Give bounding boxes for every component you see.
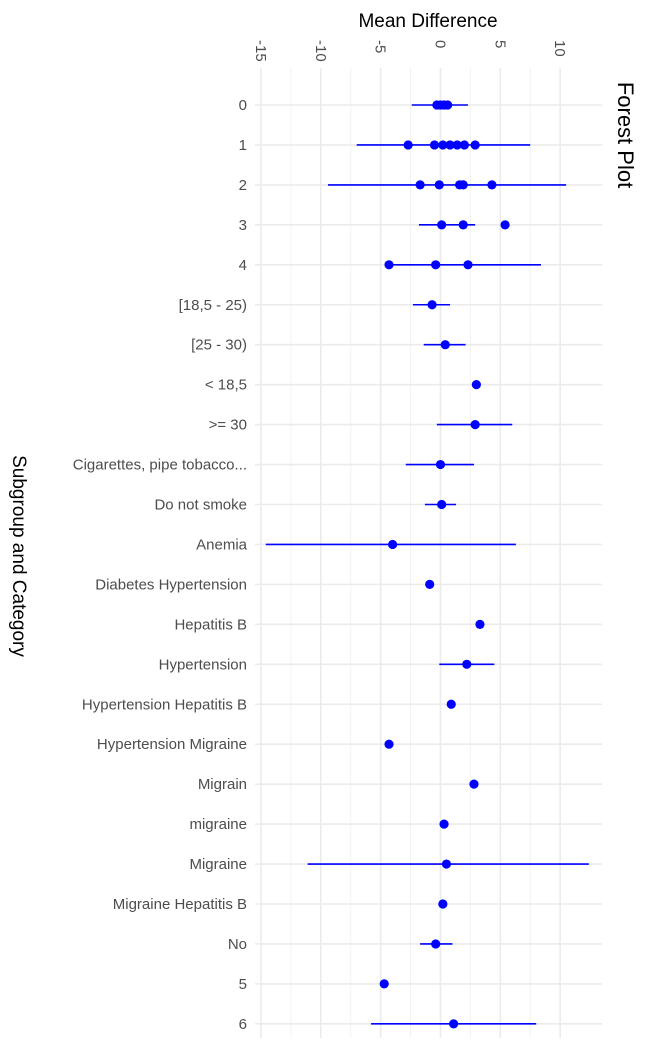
point-marker	[431, 260, 441, 270]
category-label: No	[228, 936, 247, 953]
point-marker	[379, 979, 389, 989]
category-label: 0	[239, 97, 247, 114]
point-marker	[388, 539, 398, 550]
category-label: 5	[239, 976, 247, 993]
point-marker	[437, 220, 447, 230]
category-label: Hypertension	[159, 656, 247, 673]
point-marker	[435, 459, 446, 470]
category-label: 3	[239, 217, 247, 234]
category-label: 2	[239, 177, 247, 194]
x-tick-label: -5	[372, 40, 389, 53]
category-label: Migraine	[189, 856, 247, 873]
point-marker	[440, 340, 450, 350]
y-category-labels: 0 1 2 3 4 [18,5 - 25) [25 - 30) < 18,5 >= 30 Ciga…	[73, 97, 248, 1033]
point-marker	[434, 180, 444, 190]
point-marker	[441, 859, 452, 869]
x-axis-title: Mean Difference	[358, 11, 497, 32]
point-marker	[431, 939, 441, 949]
category-label: Hypertension Hepatitis B	[82, 696, 247, 713]
point-marker	[449, 1019, 459, 1029]
category-label: 4	[239, 257, 247, 274]
point-marker	[458, 180, 468, 190]
grid-layer	[255, 68, 602, 1038]
point-marker	[500, 220, 510, 230]
x-tick-label: -10	[312, 40, 329, 62]
category-label: < 18,5	[205, 377, 247, 394]
category-label: migraine	[189, 816, 247, 833]
category-label: [18,5 - 25)	[179, 297, 247, 314]
point-marker	[438, 140, 448, 150]
point-marker	[463, 260, 473, 270]
point-marker	[471, 380, 481, 390]
x-tick-label: 10	[551, 40, 568, 57]
point-marker	[475, 619, 485, 629]
point-marker	[438, 899, 448, 909]
point-marker	[470, 420, 480, 430]
point-marker	[437, 499, 447, 510]
point-marker	[452, 140, 462, 150]
x-tick-label: 0	[431, 40, 448, 48]
point-marker	[415, 180, 425, 190]
chart-title: Forest Plot	[613, 82, 638, 188]
point-marker	[462, 659, 472, 669]
point-markers	[379, 100, 510, 1029]
point-marker	[446, 699, 456, 709]
point-marker	[384, 260, 394, 270]
category-label: Migraine Hepatitis B	[113, 896, 247, 913]
interval-lines	[265, 104, 589, 1025]
point-marker	[427, 300, 437, 310]
point-marker	[487, 180, 497, 190]
x-tick-label: -15	[252, 40, 269, 62]
y-axis-title: Subgroup and Category	[8, 455, 29, 657]
category-label: 1	[239, 137, 247, 154]
point-marker	[429, 140, 440, 150]
category-label: 6	[239, 1016, 247, 1033]
category-label: [25 - 30)	[191, 337, 247, 354]
category-label: Anemia	[196, 536, 248, 553]
point-marker	[458, 220, 468, 230]
point-marker	[425, 579, 435, 590]
point-marker	[443, 100, 453, 110]
category-label: Hypertension Migraine	[97, 736, 247, 753]
x-tick-label: 5	[491, 40, 508, 48]
category-label: Hepatitis B	[174, 616, 247, 633]
point-marker	[403, 140, 413, 150]
category-label: >= 30	[209, 417, 247, 434]
point-marker	[459, 140, 469, 150]
point-marker	[384, 739, 394, 749]
point-marker	[445, 140, 455, 150]
category-label: Migrain	[198, 776, 247, 793]
x-tick-labels: -15 -10 -5 0 5 10	[252, 40, 568, 62]
category-label: Cigarettes, pipe tobacco...	[73, 457, 247, 474]
point-marker	[469, 779, 479, 789]
point-marker	[470, 140, 480, 150]
category-label: Do not smoke	[154, 497, 247, 514]
point-marker	[439, 819, 449, 829]
category-label: Diabetes Hypertension	[95, 576, 247, 593]
